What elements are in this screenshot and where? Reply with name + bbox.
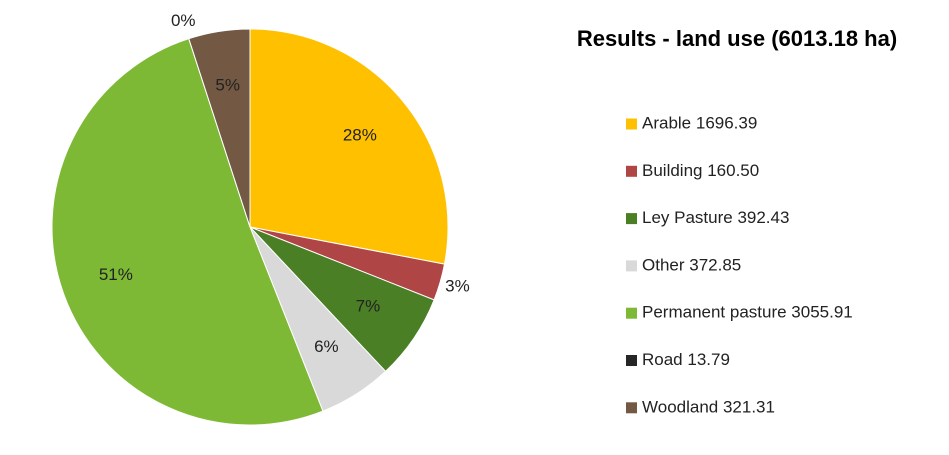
legend-swatch — [626, 355, 637, 366]
legend-label: Woodland 321.31 — [642, 397, 775, 416]
legend-swatch — [626, 402, 637, 414]
legend-swatch — [626, 165, 637, 177]
data-label: 51% — [99, 265, 133, 284]
legend-swatch — [626, 118, 637, 130]
chart-title: Results - land use (6013.18 ha) — [577, 26, 897, 51]
data-label: 28% — [343, 126, 377, 145]
data-label: 0% — [171, 11, 196, 30]
pie-slice — [249, 28, 449, 265]
legend-label: Other 372.85 — [642, 255, 741, 274]
legend-label: Permanent pasture 3055.91 — [642, 303, 853, 322]
legend-label: Road 13.79 — [642, 350, 730, 369]
legend-swatch — [626, 213, 637, 225]
pie-slice — [188, 28, 251, 228]
legend-swatch — [626, 260, 637, 272]
legend-label: Ley Pasture 392.43 — [642, 208, 789, 227]
legend-label: Building 160.50 — [642, 161, 759, 180]
data-label: 5% — [215, 76, 240, 95]
legend-label: Arable 1696.39 — [642, 113, 757, 132]
legend-swatch — [626, 307, 637, 319]
data-label: 7% — [356, 297, 381, 316]
data-label: 6% — [314, 337, 339, 356]
pie-slice — [51, 38, 324, 426]
data-label: 3% — [445, 277, 470, 296]
